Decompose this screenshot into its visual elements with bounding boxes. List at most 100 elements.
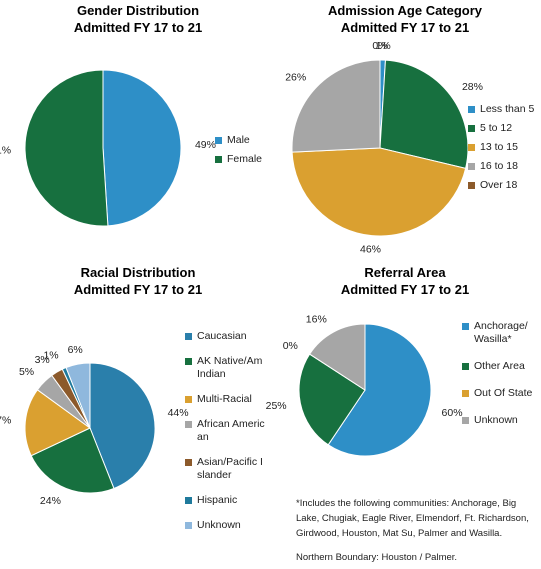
- legend-label: 16 to 18: [480, 160, 518, 172]
- legend: Caucasian AK Native/Am Indian Multi-Racial…: [185, 330, 265, 544]
- legend-swatch: [215, 137, 222, 144]
- legend-label: Out Of State: [474, 387, 533, 399]
- legend-entry: Asian/Pacific Islander: [185, 456, 265, 482]
- legend-entry: Unknown: [185, 519, 265, 532]
- legend-label: Less than 5: [480, 103, 535, 115]
- legend-label: African American: [197, 418, 265, 443]
- legend-entry: 16 to 18: [468, 160, 538, 173]
- legend-entry: Female: [215, 153, 275, 166]
- legend-label: Unknown: [197, 519, 241, 531]
- data-label: 60%: [442, 407, 463, 419]
- chart-subtitle: Admitted FY 17 to 21: [341, 282, 469, 297]
- legend-swatch: [185, 522, 192, 529]
- legend-entry: AK Native/Am Indian: [185, 355, 265, 381]
- legend-swatch: [185, 497, 192, 504]
- legend: Anchorage/Wasilla* Other Area Out Of State…: [462, 320, 534, 441]
- pie-slice: [24, 69, 109, 227]
- data-label: 6%: [68, 344, 83, 356]
- legend-label: Caucasian: [197, 330, 247, 342]
- chart-title: Gender Distribution: [77, 3, 199, 18]
- legend-entry: Less than 5: [468, 103, 538, 116]
- legend-swatch: [462, 323, 469, 330]
- pie-slice: [65, 362, 91, 429]
- data-label: 28%: [462, 81, 483, 93]
- data-label: 24%: [40, 495, 61, 507]
- legend-swatch: [185, 421, 192, 428]
- legend-swatch: [215, 156, 222, 163]
- legend-swatch: [468, 106, 475, 113]
- legend-swatch: [185, 333, 192, 340]
- pie-slice: [89, 362, 156, 490]
- legend-swatch: [462, 417, 469, 424]
- footnote: Northern Boundary: Houston / Palmer.: [296, 552, 458, 563]
- legend-label: Multi-Racial: [197, 393, 252, 405]
- legend-swatch: [468, 125, 475, 132]
- footnote: *Includes the following communities: Anc…: [296, 498, 529, 539]
- chart-title: Referral Area: [364, 265, 446, 280]
- legend-label: Other Area: [474, 360, 525, 372]
- legend-entry: Anchorage/Wasilla*: [462, 320, 534, 346]
- legend-swatch: [185, 358, 192, 365]
- legend-label: Female: [227, 153, 263, 165]
- data-label: 49%: [195, 139, 216, 151]
- legend-entry: Out Of State: [462, 387, 534, 400]
- legend-label: 13 to 15: [480, 141, 518, 153]
- data-label: 5%: [19, 366, 34, 378]
- data-label: 25%: [266, 400, 287, 412]
- legend-label: Hispanic: [197, 494, 238, 506]
- legend-swatch: [462, 363, 469, 370]
- legend: Less than 5 5 to 12 13 to 15 16 to 18 Over 1…: [468, 103, 538, 198]
- data-label: 0%: [372, 40, 387, 52]
- legend-entry: Hispanic: [185, 494, 265, 507]
- data-label: 26%: [285, 71, 306, 83]
- legend-label: Male: [227, 134, 250, 146]
- chart-title: Admission Age Category: [328, 3, 483, 18]
- data-label: 0%: [283, 340, 298, 352]
- legend-label: AK Native/Am Indian: [197, 355, 263, 380]
- legend-label: Over 18: [480, 179, 518, 191]
- legend-entry: 13 to 15: [468, 141, 538, 154]
- legend: Male Female: [215, 134, 275, 172]
- legend-entry: Caucasian: [185, 330, 265, 343]
- pie-slice: [102, 69, 182, 227]
- data-label: 46%: [360, 243, 381, 255]
- legend-label: 5 to 12: [480, 122, 513, 134]
- legend-label: Asian/Pacific Islander: [197, 456, 263, 481]
- data-label: 3%: [35, 354, 50, 366]
- legend-swatch: [468, 182, 475, 189]
- pie-slice: [30, 427, 115, 494]
- data-label: 1%: [376, 40, 391, 52]
- legend-entry: 5 to 12: [468, 122, 538, 135]
- legend-entry: Male: [215, 134, 275, 147]
- legend-entry: African American: [185, 418, 265, 444]
- legend-swatch: [468, 144, 475, 151]
- legend-swatch: [185, 459, 192, 466]
- chart-title: Racial Distribution: [81, 265, 196, 280]
- legend-label: Unknown: [474, 414, 518, 426]
- legend-entry: Over 18: [468, 179, 538, 192]
- pie-slice: [24, 389, 91, 457]
- legend-swatch: [468, 163, 475, 170]
- data-label: 16%: [306, 313, 327, 325]
- pie-slice: [291, 59, 381, 153]
- pie-slice: [291, 147, 467, 237]
- legend-entry: Multi-Racial: [185, 393, 265, 406]
- data-label: 44%: [168, 407, 189, 419]
- chart-subtitle: Admitted FY 17 to 21: [74, 282, 202, 297]
- pie-slice: [379, 59, 469, 169]
- pie-slice: [298, 353, 366, 446]
- data-label: 1%: [43, 349, 58, 361]
- pie-slice: [308, 323, 366, 391]
- legend-entry: Other Area: [462, 360, 534, 373]
- data-label: 17%: [0, 414, 11, 426]
- data-label: 51%: [0, 145, 11, 157]
- legend-swatch: [462, 390, 469, 397]
- pie-slice: [327, 323, 432, 457]
- legend-swatch: [185, 396, 192, 403]
- chart-subtitle: Admitted FY 17 to 21: [341, 20, 469, 35]
- legend-entry: Unknown: [462, 414, 534, 427]
- legend-label: Anchorage/Wasilla*: [474, 320, 528, 345]
- chart-subtitle: Admitted FY 17 to 21: [74, 20, 202, 35]
